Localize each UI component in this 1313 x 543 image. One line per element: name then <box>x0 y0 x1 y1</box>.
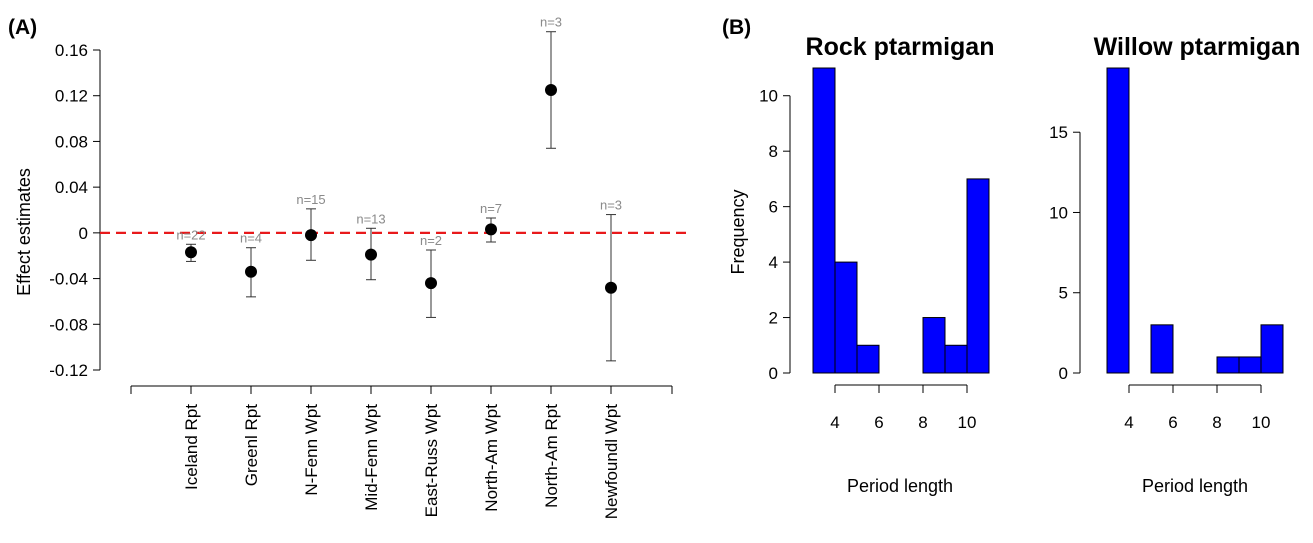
histogram-x-tick-label: 8 <box>918 413 927 432</box>
rock-ptarmigan-histogram: Rock ptarmigan Frequency Period length 0… <box>728 33 994 496</box>
panel-b: (B) Rock ptarmigan Frequency Period leng… <box>722 16 1300 496</box>
panel-a-category-label: East-Russ Wpt <box>422 404 441 518</box>
histogram-bar <box>922 317 946 374</box>
estimate-point <box>605 281 617 294</box>
rock-ptarmigan-title: Rock ptarmigan <box>806 33 995 61</box>
sample-size-label: n=2 <box>420 233 442 248</box>
histogram-y-tick-label: 6 <box>769 198 778 217</box>
histogram-x-tick-label: 8 <box>1212 413 1221 432</box>
willow-ptarmigan-histogram: Willow ptarmigan Period length 0 5 10 15 4 6 8… <box>1049 33 1300 496</box>
panel-a-y-tick-label: 0.08 <box>55 132 88 151</box>
histogram-y-tick-label: 15 <box>1049 123 1068 142</box>
histogram-y-tick-label: 5 <box>1059 284 1068 303</box>
histogram-bar <box>1106 67 1130 374</box>
panel-a-y-tick-label: -0.08 <box>49 315 88 334</box>
sample-size-label: n=4 <box>240 231 262 246</box>
histogram-x-tick-label: 4 <box>1124 413 1133 432</box>
sample-size-label: n=3 <box>600 198 622 213</box>
panel-a-category-label: Greenl Rpt <box>242 404 261 486</box>
panel-a-y-tick-label: -0.04 <box>49 270 88 289</box>
panel-a-category-label: North-Am Rpt <box>542 404 561 508</box>
histogram-bar <box>812 67 836 374</box>
histogram-bar <box>1216 356 1240 374</box>
histogram-y-tick-label: 8 <box>769 142 778 161</box>
sample-size-label: n=22 <box>176 227 205 242</box>
histogram-y-tick-label: 0 <box>1059 364 1068 383</box>
panel-a-y-tick-label: 0.16 <box>55 41 88 60</box>
estimate-point <box>365 248 377 261</box>
panel-a: (A) Effect estimates 0.16 0.12 0.08 0.04 0 -0… <box>8 15 690 520</box>
estimate-point <box>185 246 197 259</box>
panel-a-category-label: North-Am Wpt <box>482 404 501 512</box>
histogram-bar <box>856 344 880 374</box>
panel-a-category-label: N-Fenn Wpt <box>302 404 321 496</box>
sample-size-label: n=13 <box>356 211 385 226</box>
estimate-point <box>425 277 437 290</box>
histogram-x-tick-label: 4 <box>830 413 839 432</box>
estimate-point <box>545 84 557 96</box>
panel-a-y-tick-label: -0.12 <box>49 361 88 380</box>
histogram-y-tick-label: 10 <box>759 87 778 106</box>
panel-a-category-label: Newfoundl Wpt <box>602 404 621 520</box>
panel-a-label: (A) <box>8 16 37 39</box>
histogram-x-tick-label: 10 <box>1252 413 1271 432</box>
histogram-bar <box>1260 324 1284 374</box>
histogram-y-tick-label: 2 <box>769 309 778 328</box>
histogram-x-tick-label: 10 <box>958 413 977 432</box>
willow-ptarmigan-title: Willow ptarmigan <box>1094 33 1301 61</box>
panel-b-label: (B) <box>722 16 751 39</box>
histogram-bar <box>834 261 858 374</box>
histogram-x-tick-label: 6 <box>1168 413 1177 432</box>
estimate-point <box>485 223 497 236</box>
rock-ptarmigan-x-axis-title: Period length <box>847 476 953 496</box>
panel-a-y-axis-title: Effect estimates <box>14 168 34 296</box>
panel-a-y-tick-label: 0.04 <box>55 178 88 197</box>
sample-size-label: n=15 <box>296 192 325 207</box>
estimate-point <box>305 229 317 242</box>
panel-a-y-tick-label: 0 <box>79 224 88 243</box>
sample-size-label: n=7 <box>480 201 502 216</box>
panel-a-category-label: Mid-Fenn Wpt <box>362 404 381 511</box>
panel-a-category-label: Iceland Rpt <box>182 404 201 490</box>
panel-a-y-tick-label: 0.12 <box>55 87 88 106</box>
histogram-bar <box>966 178 990 374</box>
histogram-bar <box>1238 356 1262 374</box>
rock-ptarmigan-y-axis-title: Frequency <box>728 189 748 274</box>
panel-a-plot-area: 0.16 0.12 0.08 0.04 0 -0.04 -0.08 -0.12 Iceland … <box>49 15 690 520</box>
histogram-y-tick-label: 10 <box>1049 203 1068 222</box>
estimate-point <box>245 265 257 278</box>
willow-ptarmigan-x-axis-title: Period length <box>1142 476 1248 496</box>
histogram-bar <box>944 344 968 374</box>
histogram-bar <box>1150 324 1174 374</box>
histogram-y-tick-label: 0 <box>769 364 778 383</box>
histogram-y-tick-label: 4 <box>769 253 778 272</box>
histogram-x-tick-label: 6 <box>874 413 883 432</box>
sample-size-label: n=3 <box>540 15 562 30</box>
